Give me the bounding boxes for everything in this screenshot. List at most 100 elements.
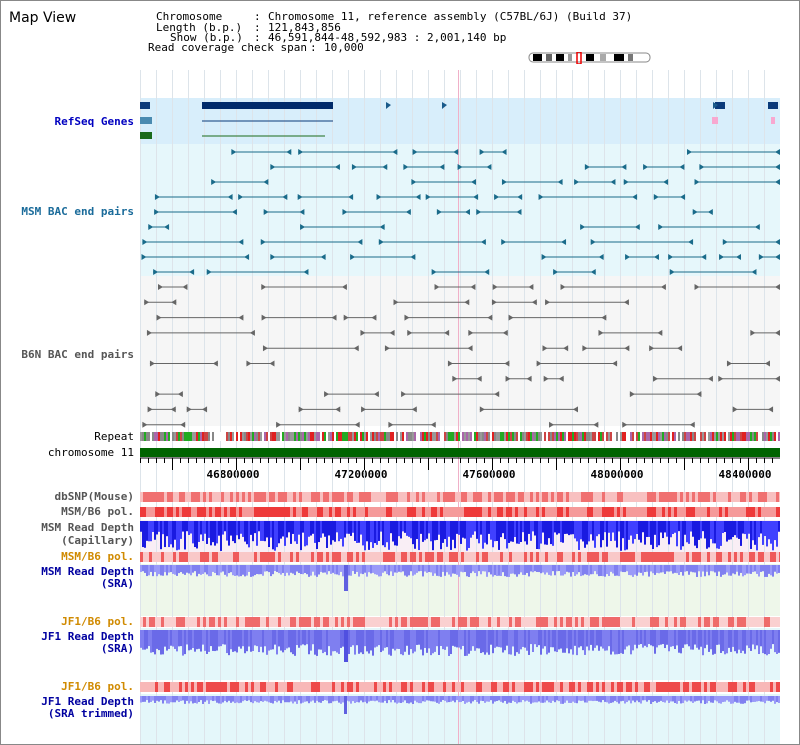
repeat-segment (244, 432, 246, 441)
depth-bar (684, 630, 686, 645)
depth-bar (436, 565, 438, 576)
track-label-dbsnp[interactable]: dbSNP(Mouse) (54, 490, 134, 503)
depth-bar (400, 696, 402, 704)
heat-cell (707, 492, 710, 502)
bac-end-marker (668, 254, 674, 260)
depth-bar (142, 630, 144, 650)
depth-bar (656, 565, 658, 573)
axis-tick-label: 48400000 (718, 468, 772, 481)
depth-bar (774, 565, 776, 572)
depth-bar (386, 565, 388, 575)
track-label-msm-b6-pol-1[interactable]: MSM/B6 pol. (61, 505, 134, 518)
depth-bar (440, 630, 442, 646)
depth-bar (194, 630, 196, 652)
heat-cell (524, 492, 527, 502)
depth-bar (414, 696, 416, 701)
depth-bar (266, 630, 268, 655)
heat-cell (215, 617, 218, 627)
depth-bar (590, 521, 592, 535)
bac-end-marker (528, 284, 534, 290)
depth-bar (432, 521, 434, 551)
heat-cell (542, 552, 545, 562)
genome-track-canvas[interactable] (140, 0, 780, 745)
track-label-msm-bac[interactable]: MSM BAC end pairs (21, 205, 134, 218)
depth-bar (606, 630, 608, 651)
depth-bar (418, 521, 420, 551)
heat-cell (533, 492, 536, 502)
bac-end-marker (501, 239, 507, 245)
depth-bar (324, 565, 326, 573)
repeat-segment (274, 432, 276, 441)
repeat-segment (512, 432, 514, 441)
depth-bar (566, 696, 568, 701)
bac-end-marker (580, 224, 586, 230)
heat-cell (185, 492, 188, 502)
heat-cell (158, 682, 161, 692)
depth-bar (622, 521, 624, 539)
depth-bar (590, 696, 592, 701)
depth-bar (692, 696, 694, 703)
depth-bar (436, 521, 438, 540)
heat-cell (482, 552, 485, 562)
depth-bar (540, 521, 542, 544)
track-label-msm-depth-capillary[interactable]: MSM Read Depth (41, 521, 134, 534)
heat-cell (419, 682, 422, 692)
bac-end-marker (601, 314, 607, 321)
heat-cell (185, 617, 188, 627)
track-label-refseq[interactable]: RefSeq Genes (54, 115, 134, 128)
depth-bar (208, 630, 210, 652)
depth-bar (752, 630, 754, 645)
depth-bar (476, 521, 478, 539)
bac-end-marker (431, 269, 437, 275)
heat-cell (155, 552, 158, 562)
heat-cell (335, 682, 338, 692)
heat-cell (461, 682, 464, 692)
repeat-segment (750, 432, 752, 441)
depth-bar (208, 521, 210, 538)
track-label-jf1-b6-pol-1[interactable]: JF1/B6 pol. (61, 615, 134, 628)
track-label-msm-depth-sra[interactable]: MSM Read Depth (41, 565, 134, 578)
heat-cell (758, 492, 761, 502)
depth-bar (748, 521, 750, 534)
depth-bar (198, 696, 200, 702)
depth-bar (678, 696, 680, 702)
heat-cell (350, 682, 353, 692)
heat-cell (191, 492, 194, 502)
repeat-segment (354, 432, 356, 441)
depth-bar (646, 521, 648, 537)
depth-bar (520, 696, 522, 703)
track-label-b6n-bac[interactable]: B6N BAC end pairs (21, 348, 134, 361)
repeat-segment (228, 432, 230, 441)
repeat-segment (272, 432, 274, 441)
depth-bar (426, 521, 428, 539)
heat-cell (530, 617, 533, 627)
heat-cell (449, 552, 452, 562)
depth-bar (170, 565, 172, 573)
depth-bar (648, 565, 650, 577)
depth-bar (268, 696, 270, 703)
track-label-jf1-depth-trimmed[interactable]: JF1 Read Depth (41, 695, 134, 708)
depth-bar (604, 565, 606, 577)
depth-bar (222, 565, 224, 572)
track-label-jf1-b6-pol-2[interactable]: JF1/B6 pol. (61, 680, 134, 693)
depth-bar (420, 565, 422, 572)
depth-bar (660, 565, 662, 573)
repeat-segment (340, 432, 342, 441)
heat-cell (506, 507, 509, 517)
heat-cell (569, 617, 572, 627)
heat-cell (578, 507, 581, 517)
depth-bar (332, 696, 334, 702)
depth-bar (412, 521, 414, 545)
chromosome-ideogram[interactable] (528, 52, 652, 64)
track-label-jf1-depth-sra[interactable]: JF1 Read Depth (41, 630, 134, 643)
heat-cell (266, 617, 269, 627)
track-label-msm-b6-pol-2[interactable]: MSM/B6 pol. (61, 550, 134, 563)
repeat-segment (684, 432, 686, 441)
depth-bar (402, 696, 404, 703)
heat-cell (587, 492, 590, 502)
heat-cell (374, 682, 377, 692)
depth-bar (710, 696, 712, 703)
heat-cell (362, 552, 365, 562)
depth-bar (706, 521, 708, 549)
depth-bar (326, 565, 328, 575)
